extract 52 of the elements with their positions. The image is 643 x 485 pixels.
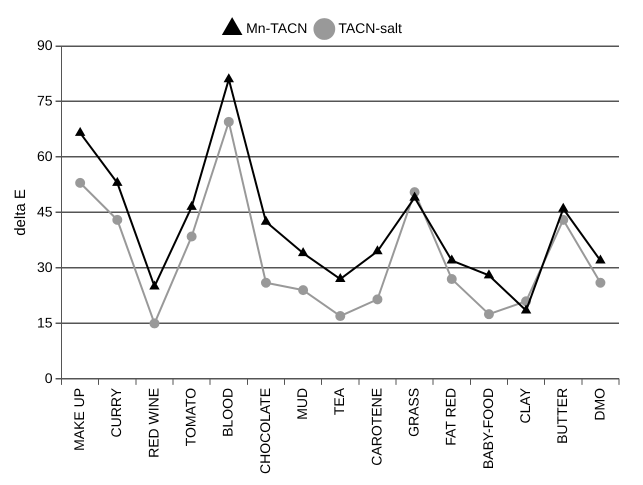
x-tick-label: TOMATO <box>182 388 198 446</box>
y-tick-label: 45 <box>36 203 53 220</box>
point <box>298 248 308 256</box>
x-tick-label: CAROTENE <box>368 388 384 466</box>
legend-label: Mn-TACN <box>246 20 308 36</box>
point <box>446 274 457 284</box>
point <box>149 318 160 328</box>
point <box>410 192 420 201</box>
x-tick-label: RED WINE <box>145 388 162 458</box>
x-tick-label: MUD <box>294 388 310 420</box>
x-tick-label: BLOOD <box>220 388 236 437</box>
x-tick-label: CURRY <box>108 387 124 438</box>
x-tick-label: TEA <box>331 387 348 416</box>
point <box>112 214 122 225</box>
point <box>224 116 234 127</box>
point <box>596 256 605 264</box>
legend-label: TACN-salt <box>338 20 402 36</box>
point <box>186 232 197 242</box>
point <box>372 246 382 254</box>
point <box>298 285 308 296</box>
x-tick-label: FAT RED <box>442 388 459 446</box>
point <box>558 204 568 212</box>
x-tick-label: BUTTER <box>554 388 570 444</box>
point <box>484 309 494 320</box>
y-tick-label: 90 <box>36 36 53 53</box>
x-tick-label: BABY-FOOD <box>480 388 496 470</box>
point <box>484 270 494 278</box>
point <box>522 305 531 314</box>
point <box>372 294 382 304</box>
y-tick-label: 15 <box>36 314 53 330</box>
point <box>336 274 345 282</box>
point <box>112 178 122 186</box>
y-axis-title: delta E <box>12 189 30 236</box>
x-tick-label: DMO <box>591 388 608 421</box>
point <box>260 278 271 288</box>
point <box>447 256 456 264</box>
y-tick-label: 60 <box>36 148 53 164</box>
x-tick-label: CLAY <box>516 387 533 424</box>
point <box>75 178 86 188</box>
x-tick-label: CHOCOLATE <box>256 388 273 474</box>
x-tick-label: MAKE UP <box>71 388 88 451</box>
y-tick-label: 75 <box>36 92 53 108</box>
point <box>335 311 346 322</box>
y-tick-label: 30 <box>36 258 53 275</box>
y-tick-label: 0 <box>44 370 53 386</box>
point <box>187 202 196 210</box>
point <box>262 216 270 225</box>
point <box>76 128 85 136</box>
point <box>224 74 234 82</box>
point <box>150 281 159 290</box>
point <box>595 278 606 288</box>
x-tick-label: GRASS <box>405 388 422 437</box>
